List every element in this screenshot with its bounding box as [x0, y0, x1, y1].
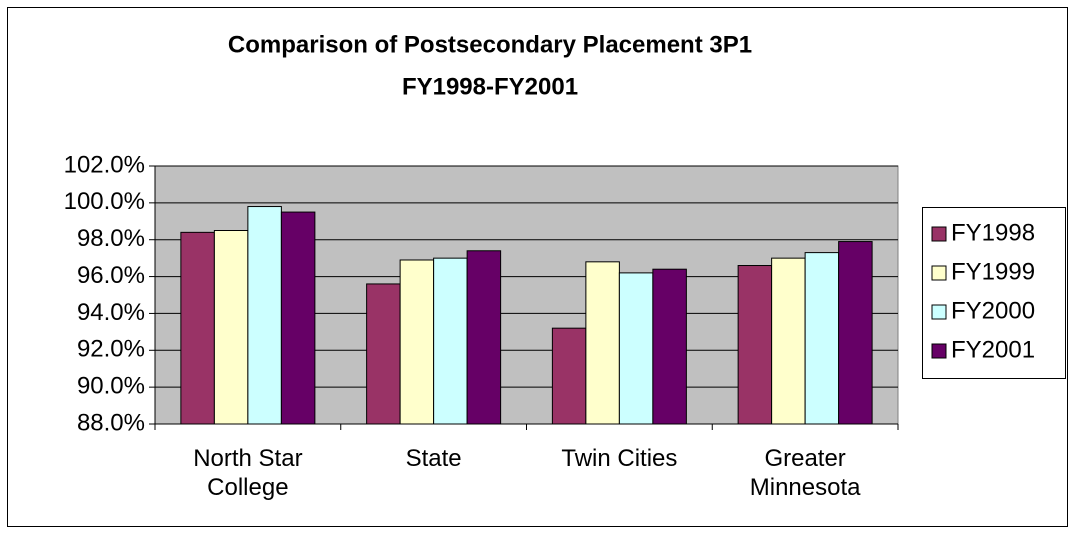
y-tick-label: 88.0%	[77, 409, 145, 436]
y-tick-label: 102.0%	[64, 151, 145, 178]
legend-swatch	[931, 226, 947, 242]
bar	[433, 257, 468, 425]
bar	[213, 230, 249, 425]
legend-label: FY1998	[951, 219, 1035, 246]
chart-subtitle: FY1998-FY2001	[402, 73, 578, 100]
bar	[466, 250, 502, 425]
y-tick-label: 96.0%	[77, 262, 145, 289]
bar	[551, 327, 587, 425]
legend-swatch	[931, 343, 947, 359]
legend-label: FY2001	[951, 336, 1035, 363]
bar	[737, 265, 773, 425]
legend-label: FY2000	[951, 297, 1035, 324]
bar	[280, 211, 316, 425]
bar	[804, 252, 840, 425]
y-tick-label: 90.0%	[77, 372, 145, 399]
legend-swatch	[931, 304, 947, 320]
y-tick-label: 98.0%	[77, 225, 145, 252]
bar	[180, 231, 215, 425]
bar	[652, 268, 687, 425]
bar	[399, 259, 435, 425]
chart-title: Comparison of Postsecondary Placement 3P…	[228, 31, 752, 58]
legend-label: FY1999	[951, 258, 1035, 285]
bar	[247, 206, 282, 425]
bar	[838, 241, 873, 425]
x-tick-label: North Star College	[193, 445, 303, 501]
x-tick-label: State	[405, 445, 462, 472]
bar	[618, 272, 654, 425]
bar	[366, 283, 401, 425]
bar	[771, 257, 806, 425]
x-tick-label: Greater Minnesota	[749, 445, 861, 501]
bar	[585, 261, 620, 425]
x-tick-label: Twin Cities	[561, 445, 678, 472]
y-tick-label: 100.0%	[64, 188, 145, 215]
legend-swatch	[931, 265, 947, 281]
y-tick-label: 92.0%	[77, 336, 145, 363]
y-tick-label: 94.0%	[77, 299, 145, 326]
